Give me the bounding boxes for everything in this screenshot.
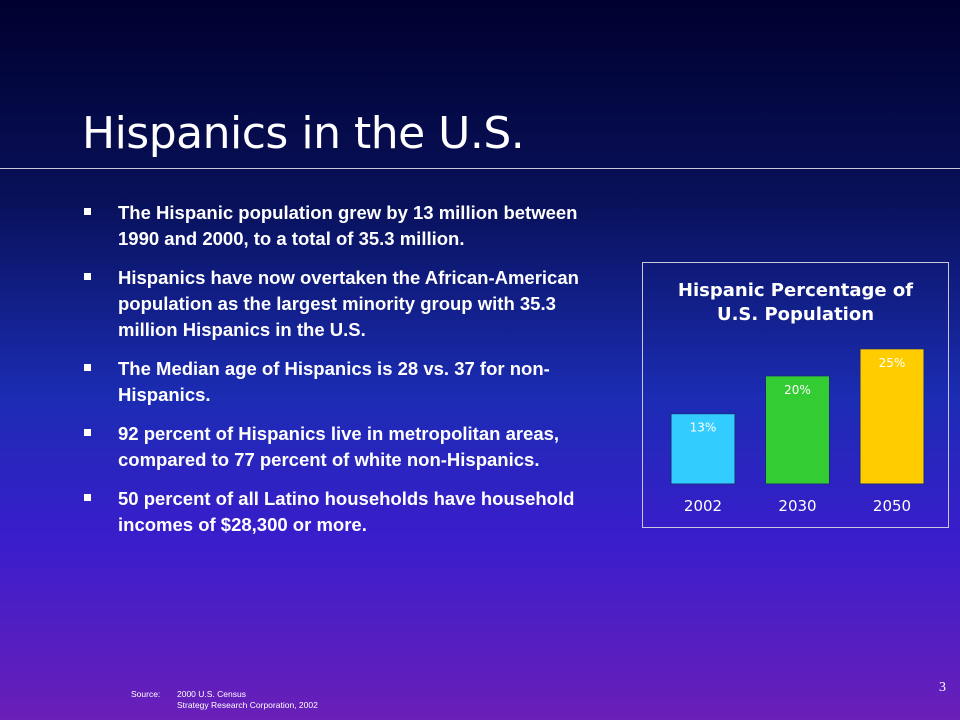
bullet-item: 92 percent of Hispanics live in metropol… [82, 421, 602, 473]
page-number: 3 [939, 680, 946, 695]
data-label-2050: 25% [879, 356, 906, 370]
square-bullet-icon [84, 364, 91, 371]
bar-2050 [859, 348, 925, 485]
chart-title-line: Hispanic Percentage of [677, 280, 914, 301]
bar-2002 [670, 413, 736, 485]
square-bullet-icon [84, 208, 91, 215]
chart-plot: 13% 2002 20% 2030 25% 2050 [670, 348, 925, 515]
bullet-item: The Median age of Hispanics is 28 vs. 37… [82, 356, 602, 408]
bullet-text: The Hispanic population grew by 13 milli… [118, 202, 578, 249]
bullet-item: The Hispanic population grew by 13 milli… [82, 200, 602, 252]
data-label-2030: 20% [784, 383, 811, 397]
source-lines: 2000 U.S. Census Strategy Research Corpo… [177, 689, 477, 711]
x-tick-label-2030: 2030 [778, 497, 816, 515]
slide-title: Hispanics in the U.S. [82, 108, 525, 159]
x-tick-label-2050: 2050 [873, 497, 911, 515]
bullet-text: 92 percent of Hispanics live in metropol… [118, 423, 560, 470]
source-line: 2000 U.S. Census [177, 689, 246, 699]
bullet-item: 50 percent of all Latino households have… [82, 486, 602, 538]
hispanic-percentage-chart: Hispanic Percentage of U.S. Population 1… [642, 262, 949, 528]
chart-title: Hispanic Percentage of U.S. Population [643, 279, 948, 327]
x-tick-label-2002: 2002 [684, 497, 722, 515]
bullet-text: 50 percent of all Latino households have… [118, 488, 575, 535]
bullet-text: The Median age of Hispanics is 28 vs. 37… [118, 358, 550, 405]
chart-title-line: U.S. Population [716, 304, 875, 325]
title-divider [0, 168, 960, 169]
source-label: Source: [131, 689, 161, 699]
square-bullet-icon [84, 429, 91, 436]
source-line: Strategy Research Corporation, 2002 [177, 700, 318, 710]
bullet-text: Hispanics have now overtaken the African… [118, 267, 579, 340]
data-label-2002: 13% [690, 421, 717, 435]
square-bullet-icon [84, 273, 91, 280]
bullet-item: Hispanics have now overtaken the African… [82, 265, 602, 343]
bar-2030 [765, 375, 830, 485]
bullet-list: The Hispanic population grew by 13 milli… [82, 200, 602, 551]
square-bullet-icon [84, 494, 91, 501]
